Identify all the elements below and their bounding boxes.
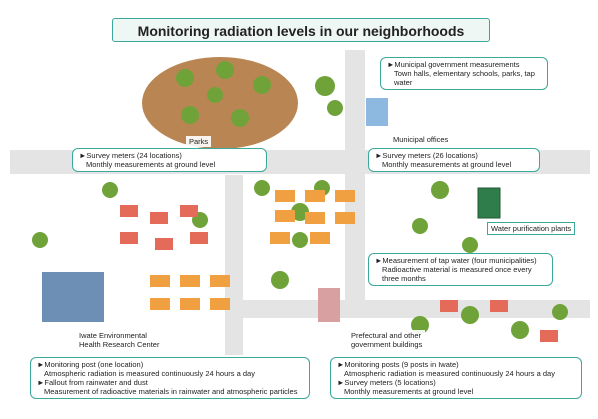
- box-line: ►Measurement of tap water (four municipa…: [375, 256, 546, 265]
- label-line: Prefectural and other: [351, 331, 422, 340]
- box-line: Measurement of radioactive materials in …: [37, 387, 303, 396]
- box-line: Monthly measurements at ground level: [375, 160, 533, 169]
- label: Water purification plants: [487, 222, 575, 235]
- box-line: Atmospheric radiation is measured contin…: [37, 369, 303, 378]
- label-line: Health Research Center: [79, 340, 159, 349]
- box-line: Monthly measurements at ground level: [337, 387, 575, 396]
- box-line: Monthly measurements at ground level: [79, 160, 260, 169]
- label: Municipal offices: [390, 134, 451, 145]
- box-line: ►Monitoring posts (9 posts in Iwate): [337, 360, 575, 369]
- box-line: Radioactive material is measured once ev…: [375, 265, 546, 283]
- info-box: ►Monitoring post (one location)Atmospher…: [30, 357, 310, 399]
- info-box: ►Survey meters (24 locations)Monthly mea…: [72, 148, 267, 172]
- iwate-building: [42, 272, 104, 322]
- water-plant: [478, 188, 500, 218]
- box-line: ►Monitoring post (one location): [37, 360, 303, 369]
- label-line: Iwate Environmental: [79, 331, 159, 340]
- box-line: ►Municipal government measurements: [387, 60, 541, 69]
- info-box: ►Survey meters (26 locations)Monthly mea…: [368, 148, 540, 172]
- prefectural-building: [318, 288, 340, 322]
- box-line: ►Survey meters (24 locations): [79, 151, 260, 160]
- info-box: ►Measurement of tap water (four municipa…: [368, 253, 553, 286]
- title: Monitoring radiation levels in our neigh…: [112, 18, 490, 42]
- box-line: ►Survey meters (26 locations): [375, 151, 533, 160]
- label-line: government buildings: [351, 340, 422, 349]
- label: Parks: [186, 136, 211, 147]
- box-line: Town halls, elementary schools, parks, t…: [387, 69, 541, 87]
- box-line: ►Survey meters (5 locations): [337, 378, 575, 387]
- municipal-building: [366, 98, 388, 126]
- page: Monitoring radiation levels in our neigh…: [0, 0, 598, 419]
- box-line: Atmospheric radiation is measured contin…: [337, 369, 575, 378]
- box-line: ►Fallout from rainwater and dust: [37, 378, 303, 387]
- info-box: ►Monitoring posts (9 posts in Iwate)Atmo…: [330, 357, 582, 399]
